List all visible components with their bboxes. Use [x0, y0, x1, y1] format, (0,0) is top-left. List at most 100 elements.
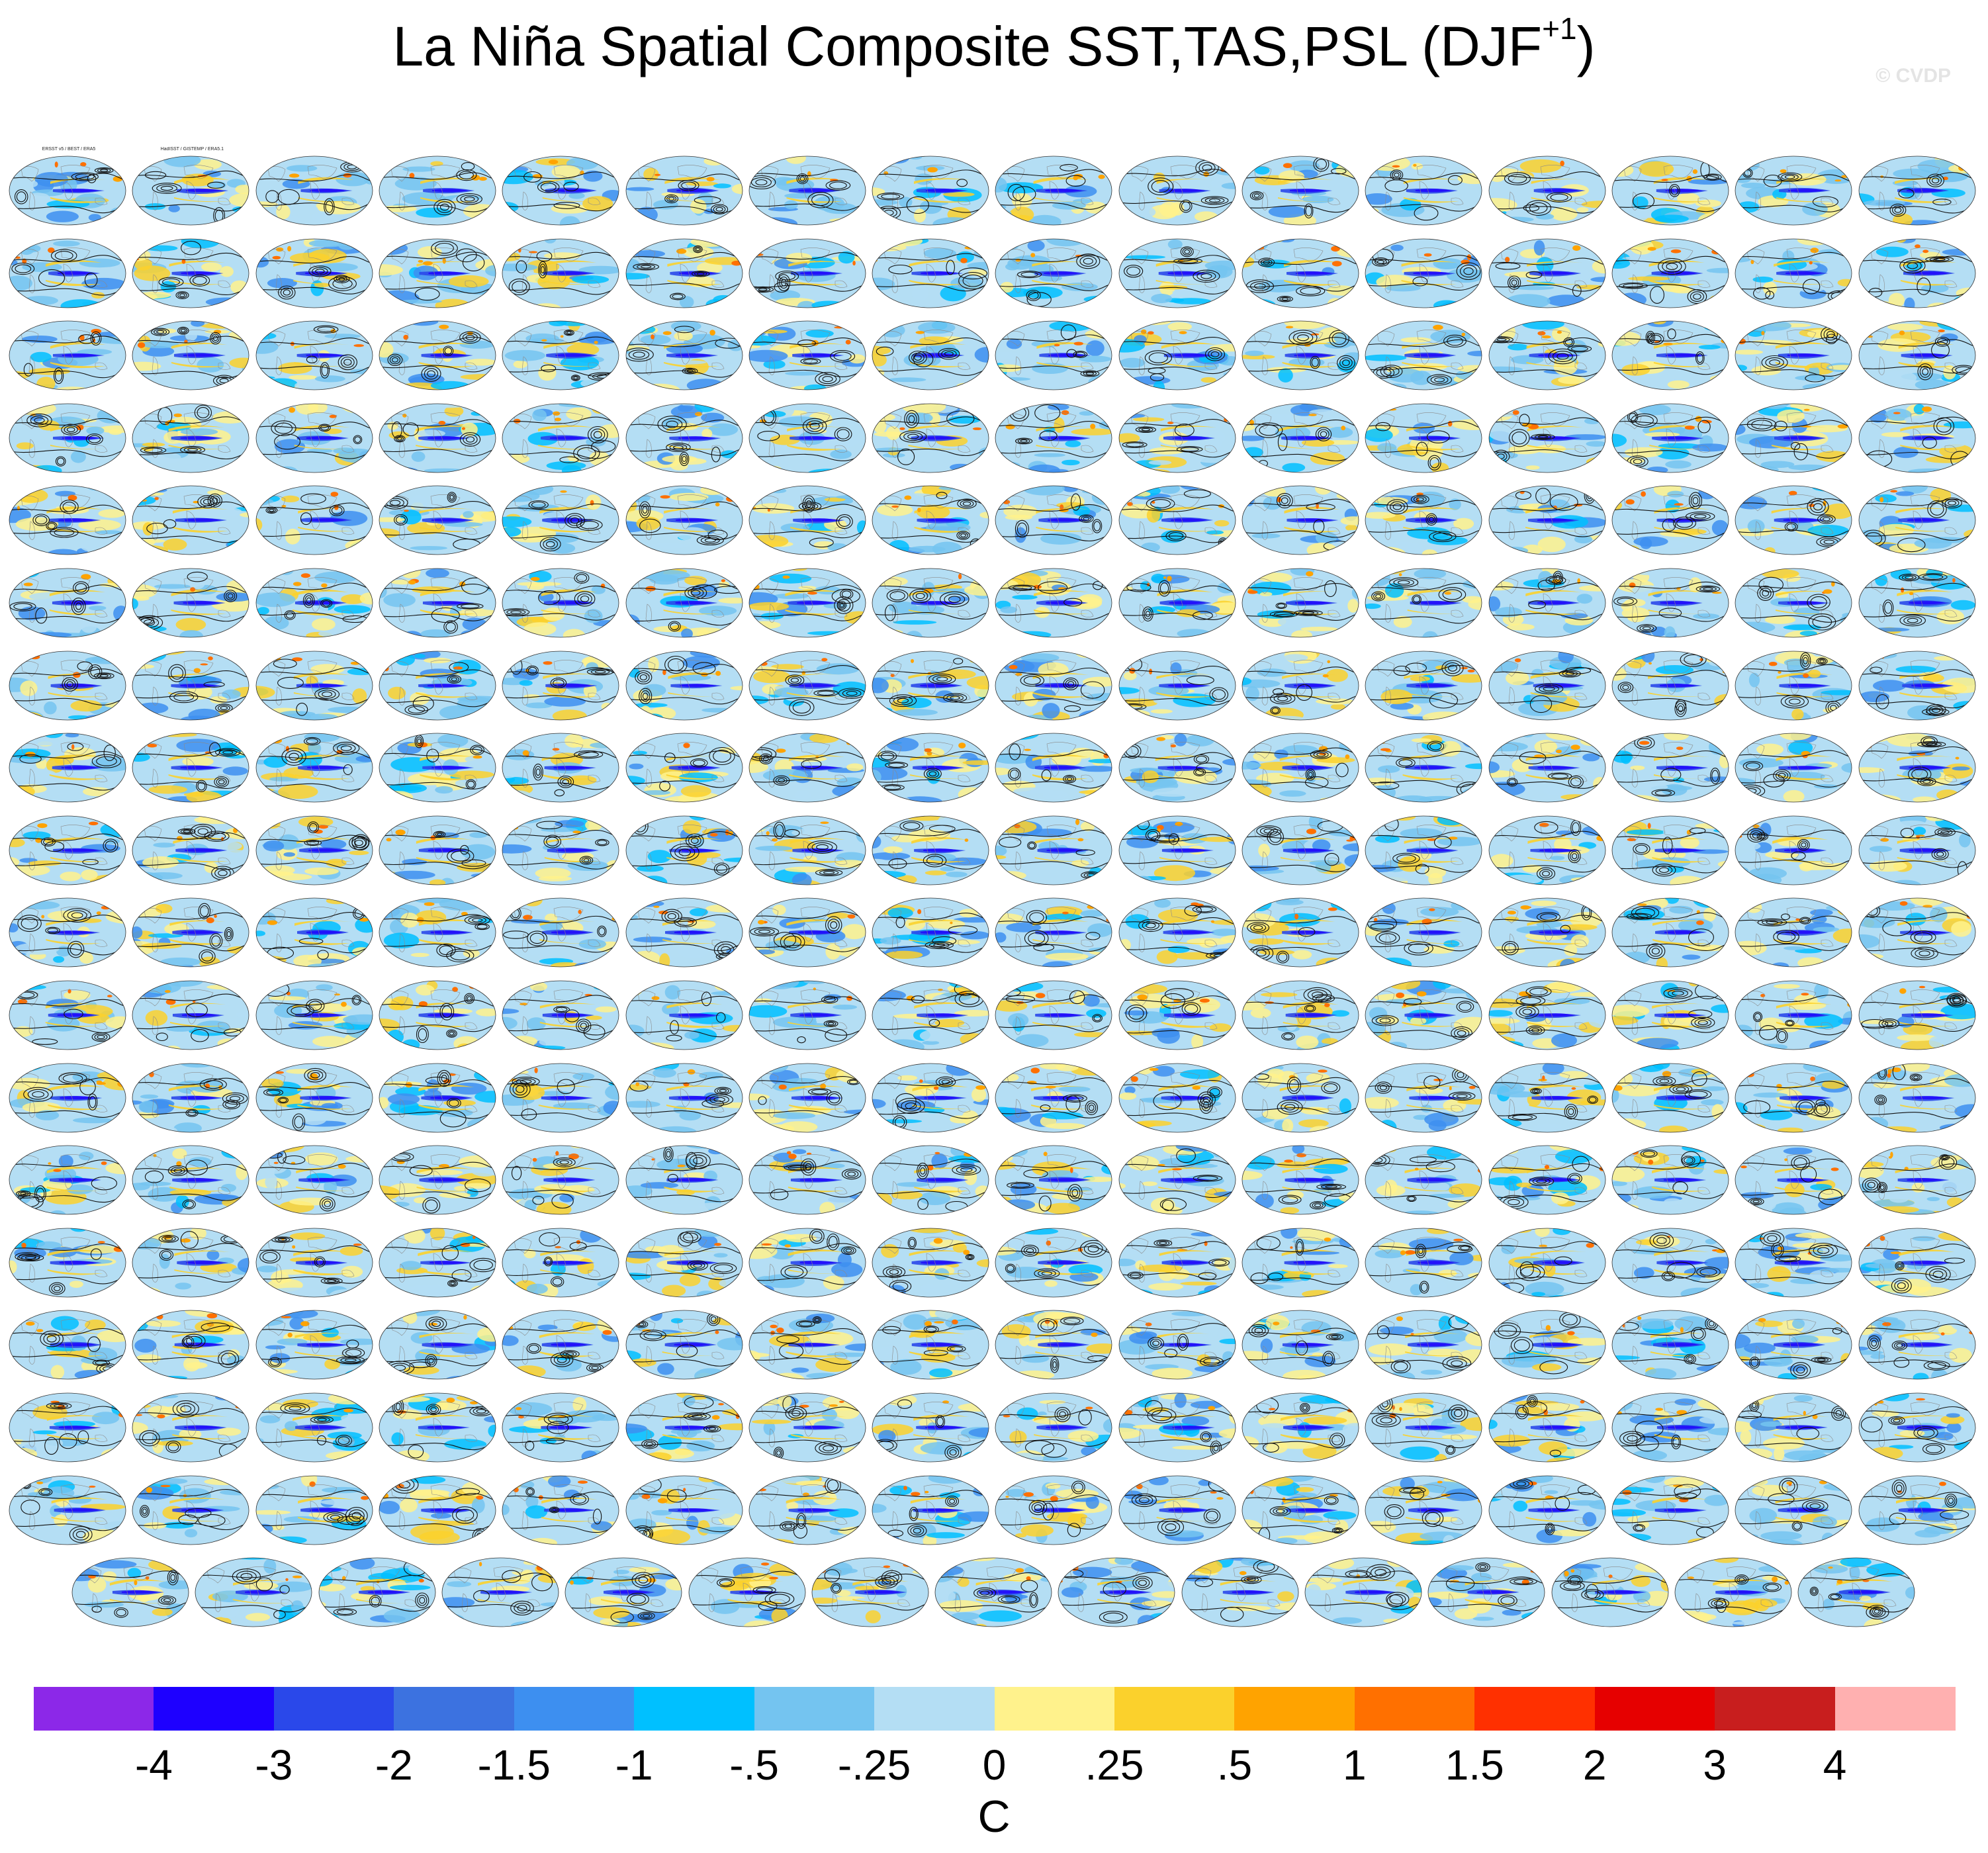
- global-map: [1488, 1145, 1605, 1215]
- global-map: [1118, 485, 1236, 555]
- global-map: [1365, 568, 1482, 638]
- global-map: [379, 320, 496, 390]
- map-panel: [994, 476, 1116, 556]
- map-panel: [748, 807, 870, 886]
- map-panel: [1241, 807, 1363, 886]
- map-panel: [1611, 807, 1733, 886]
- map-panel: [1364, 889, 1486, 968]
- map-panel: [1364, 1219, 1486, 1298]
- global-map: [1551, 1557, 1668, 1627]
- global-map: [255, 1063, 373, 1132]
- global-map: [9, 733, 126, 803]
- map-panel: [994, 147, 1116, 226]
- map-panel: [255, 1219, 377, 1298]
- map-panel: [871, 1467, 993, 1546]
- map-panel: [8, 312, 130, 391]
- global-map: [1735, 485, 1852, 555]
- global-map: [255, 156, 373, 226]
- map-panel: [564, 1549, 686, 1628]
- map-panel: [131, 642, 253, 721]
- map-panel: [1858, 724, 1979, 803]
- map-panel: [1364, 642, 1486, 721]
- map-panel: [501, 889, 623, 968]
- global-map: [9, 238, 126, 308]
- map-panel: [1858, 1384, 1979, 1463]
- map-panel: [1734, 476, 1856, 556]
- global-map: [625, 156, 743, 226]
- global-map: [379, 568, 496, 638]
- map-panel: [1241, 312, 1363, 391]
- map-panel: [871, 230, 993, 309]
- global-map: [1735, 1310, 1852, 1380]
- global-map: [502, 156, 619, 226]
- global-map: [748, 1475, 866, 1545]
- map-panel: [1241, 230, 1363, 309]
- global-map: [255, 1392, 373, 1463]
- global-map: [1488, 1392, 1605, 1463]
- map-panel: [1488, 476, 1609, 556]
- global-map: [1365, 733, 1482, 803]
- map-panel: [1241, 1054, 1363, 1134]
- map-panel: [1734, 807, 1856, 886]
- global-map: [748, 651, 866, 720]
- map-panel: [871, 1136, 993, 1216]
- colorbar-tick-label: 4: [1823, 1741, 1847, 1789]
- map-panel: [131, 1054, 253, 1134]
- map-panel: ERSST v5 / BEST / ERA5: [8, 147, 130, 226]
- global-map: [1858, 485, 1975, 555]
- map-panel: [1241, 147, 1363, 226]
- map-panel: [625, 312, 746, 391]
- global-map: [132, 156, 249, 226]
- map-panel: [378, 559, 500, 639]
- global-map: [255, 815, 373, 885]
- global-map: [1365, 320, 1482, 390]
- map-panel: [688, 1549, 809, 1628]
- colorbar-box: [514, 1687, 635, 1731]
- map-panel: [1364, 1301, 1486, 1380]
- global-map: [255, 485, 373, 555]
- colorbar-box: [1474, 1687, 1596, 1731]
- map-panel: [378, 312, 500, 391]
- global-map: [9, 651, 126, 720]
- map-panel: [994, 1219, 1116, 1298]
- colorbar-box: [394, 1687, 515, 1731]
- map-panel: [501, 1136, 623, 1216]
- global-map: [748, 1145, 866, 1215]
- global-map: [379, 238, 496, 308]
- global-map: [995, 1310, 1112, 1380]
- global-map: [995, 815, 1112, 885]
- global-map: [1365, 815, 1482, 885]
- global-map: [1118, 651, 1236, 720]
- map-panel: [994, 807, 1116, 886]
- map-panel: [1241, 1136, 1363, 1216]
- map-panel: [625, 1219, 746, 1298]
- map-panel: [131, 476, 253, 556]
- map-panel: [1734, 1467, 1856, 1546]
- global-map: [379, 1228, 496, 1298]
- global-map: [1365, 980, 1482, 1050]
- global-map: [71, 1557, 189, 1627]
- map-panel: [131, 1384, 253, 1463]
- map-panel: [1181, 1549, 1302, 1628]
- map-panel: [625, 889, 746, 968]
- colorbar: [34, 1687, 1956, 1731]
- map-panel: [1858, 476, 1979, 556]
- map-panel: [748, 724, 870, 803]
- map-panel: [1858, 1467, 1979, 1546]
- global-map: [1858, 1392, 1975, 1463]
- global-map: [132, 1475, 249, 1545]
- map-panel: [131, 1301, 253, 1380]
- map-panel: [501, 230, 623, 309]
- title-close-paren: ): [1576, 15, 1596, 77]
- global-map: [748, 733, 866, 803]
- global-map: [1242, 1063, 1359, 1132]
- map-panel: [131, 394, 253, 474]
- colorbar-box: [634, 1687, 755, 1731]
- map-panel: [1858, 972, 1979, 1051]
- global-map: [1365, 485, 1482, 555]
- global-map: [995, 568, 1112, 638]
- global-map: [1858, 320, 1975, 390]
- map-panel: [1241, 972, 1363, 1051]
- map-panel: [255, 1467, 377, 1546]
- global-map: [502, 897, 619, 968]
